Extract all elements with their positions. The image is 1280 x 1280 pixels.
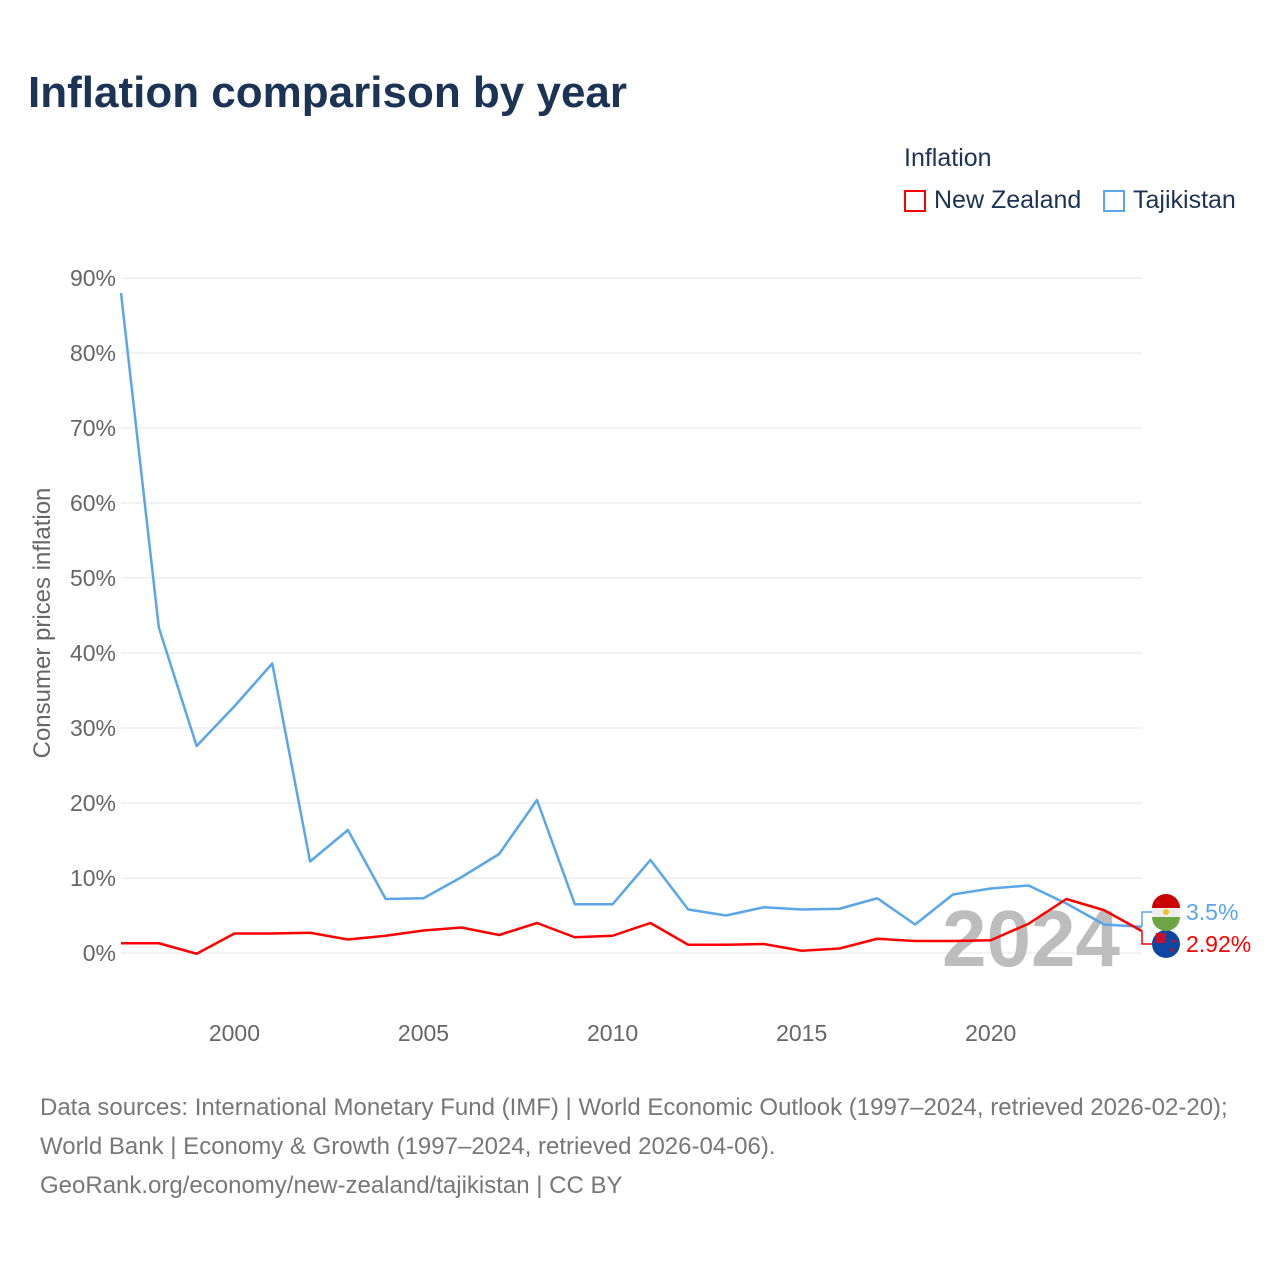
data-sources: Data sources: International Monetary Fun… — [40, 1094, 1228, 1160]
x-tick-label: 2005 — [398, 1020, 449, 1046]
y-tick-label: 70% — [70, 415, 116, 441]
legend-item-new-zealand[interactable]: New Zealand — [904, 186, 1081, 215]
legend-item-tajikistan[interactable]: Tajikistan — [1103, 186, 1236, 215]
y-tick-label: 0% — [83, 940, 116, 966]
y-tick-label: 10% — [70, 865, 116, 891]
series-line-tajikistan[interactable] — [119, 292, 1143, 928]
footer: Data sources: International Monetary Fun… — [40, 1088, 1250, 1205]
x-tick-label: 2020 — [965, 1020, 1016, 1046]
legend-title: Inflation — [904, 144, 992, 172]
legend-label: Tajikistan — [1133, 186, 1236, 214]
tajikistan-flag-icon — [1152, 894, 1180, 931]
y-tick-label: 30% — [70, 715, 116, 741]
year-watermark: 2024 — [942, 894, 1120, 983]
new-zealand-flag-icon — [1152, 930, 1180, 958]
y-tick-label: 80% — [70, 340, 116, 366]
y-tick-label: 90% — [70, 265, 116, 291]
series-line-new-zealand[interactable] — [121, 897, 1143, 955]
end-value-label: 3.5% — [1186, 899, 1238, 925]
y-axis-label: Consumer prices inflation — [29, 488, 56, 759]
chart-title: Inflation comparison by year — [28, 68, 628, 117]
legend-swatch — [904, 189, 926, 212]
x-tick-label: 2000 — [209, 1020, 260, 1046]
x-tick-label: 2015 — [776, 1020, 827, 1046]
end-connector — [1141, 931, 1152, 945]
y-tick-label: 50% — [70, 565, 116, 591]
x-tick-label: 2010 — [587, 1020, 638, 1046]
legend-label: New Zealand — [934, 186, 1082, 214]
legend-swatch — [1103, 189, 1125, 212]
end-connector — [1141, 911, 1152, 927]
y-tick-label: 40% — [70, 640, 116, 666]
y-tick-label: 20% — [70, 790, 116, 816]
source-link[interactable]: GeoRank.org/economy/new-zealand/tajikist… — [40, 1172, 623, 1199]
y-tick-label: 60% — [70, 490, 116, 516]
end-value-label: 2.92% — [1186, 931, 1251, 957]
